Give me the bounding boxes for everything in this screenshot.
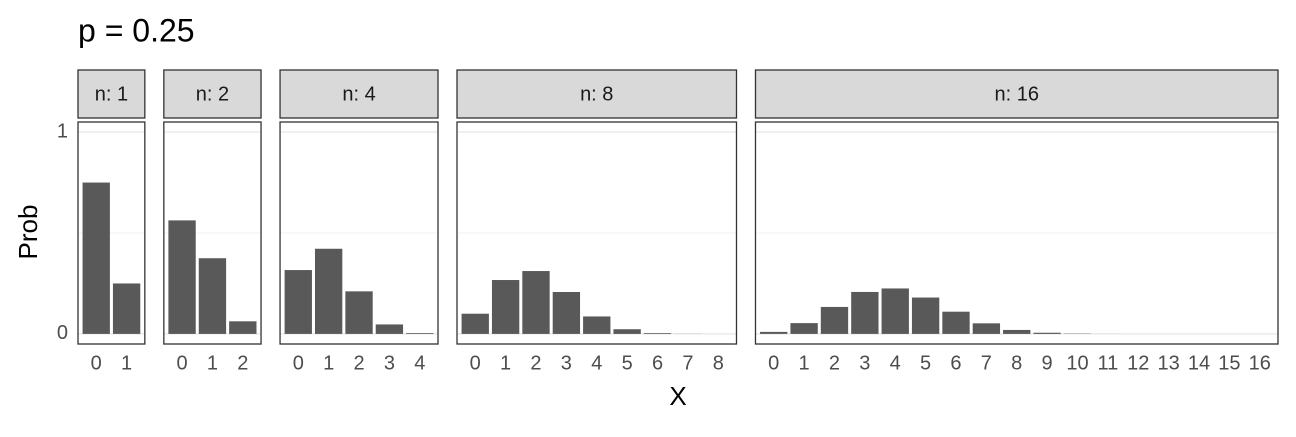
x-tick-label: 14 — [1188, 352, 1210, 374]
x-tick-label: 3 — [561, 352, 572, 374]
x-tick-label: 9 — [1042, 352, 1053, 374]
x-tick-label: 1 — [323, 352, 334, 374]
x-tick-label: 4 — [414, 352, 425, 374]
y-tick-label: 0 — [57, 322, 68, 344]
x-tick-label: 13 — [1158, 352, 1180, 374]
bar — [760, 332, 787, 334]
x-tick-label: 1 — [500, 352, 511, 374]
x-tick-label: 5 — [920, 352, 931, 374]
x-tick-label: 0 — [293, 352, 304, 374]
bar — [462, 314, 489, 334]
x-tick-label: 7 — [682, 352, 693, 374]
chart-title: p = 0.25 — [78, 12, 195, 48]
bar — [583, 316, 610, 333]
x-tick-label: 5 — [622, 352, 633, 374]
x-tick-label: 0 — [768, 352, 779, 374]
x-tick-label: 8 — [1011, 352, 1022, 374]
x-tick-label: 4 — [591, 352, 602, 374]
bar — [113, 283, 140, 333]
x-tick-label: 2 — [530, 352, 541, 374]
bar — [376, 324, 403, 333]
x-tick-label: 10 — [1066, 352, 1088, 374]
x-tick-label: 2 — [353, 352, 364, 374]
bar — [882, 288, 909, 333]
x-tick-label: 2 — [237, 352, 248, 374]
bar — [315, 249, 342, 334]
x-tick-label: 11 — [1097, 352, 1118, 374]
x-tick-label: 2 — [829, 352, 840, 374]
strip-label: n: 16 — [995, 83, 1039, 105]
x-tick-label: 15 — [1218, 352, 1240, 374]
strip-label: n: 8 — [580, 83, 613, 105]
x-tick-label: 0 — [91, 352, 102, 374]
bar — [1033, 333, 1060, 334]
bar — [644, 333, 671, 334]
x-tick-label: 16 — [1249, 352, 1271, 374]
x-tick-label: 12 — [1127, 352, 1149, 374]
x-tick-label: 8 — [713, 352, 724, 374]
bar — [199, 258, 226, 334]
x-tick-label: 1 — [207, 352, 218, 374]
bar — [285, 270, 312, 334]
bar — [83, 183, 110, 334]
bar — [851, 292, 878, 334]
bar — [406, 333, 433, 334]
x-tick-label: 1 — [799, 352, 810, 374]
y-tick-label: 1 — [57, 120, 68, 142]
bar — [229, 321, 256, 334]
y-axis-label: Prob — [13, 205, 43, 260]
bar — [821, 307, 848, 334]
x-axis-label: X — [669, 381, 686, 411]
bar — [790, 323, 817, 334]
x-tick-label: 4 — [890, 352, 901, 374]
x-tick-label: 7 — [981, 352, 992, 374]
strip-label: n: 1 — [95, 83, 128, 105]
strip-label: n: 2 — [196, 83, 229, 105]
bar — [942, 312, 969, 334]
bar — [492, 280, 519, 334]
x-tick-label: 3 — [859, 352, 870, 374]
x-tick-label: 6 — [950, 352, 961, 374]
x-tick-label: 1 — [121, 352, 132, 374]
bar — [522, 271, 549, 334]
bar — [345, 291, 372, 334]
x-tick-label: 3 — [384, 352, 395, 374]
bar — [973, 323, 1000, 334]
x-tick-label: 0 — [176, 352, 187, 374]
bar — [912, 298, 939, 334]
bar — [553, 292, 580, 334]
x-tick-label: 6 — [652, 352, 663, 374]
bar — [613, 329, 640, 334]
bar — [1003, 330, 1030, 334]
bar — [168, 220, 195, 334]
strip-label: n: 4 — [342, 83, 375, 105]
x-tick-label: 0 — [470, 352, 481, 374]
